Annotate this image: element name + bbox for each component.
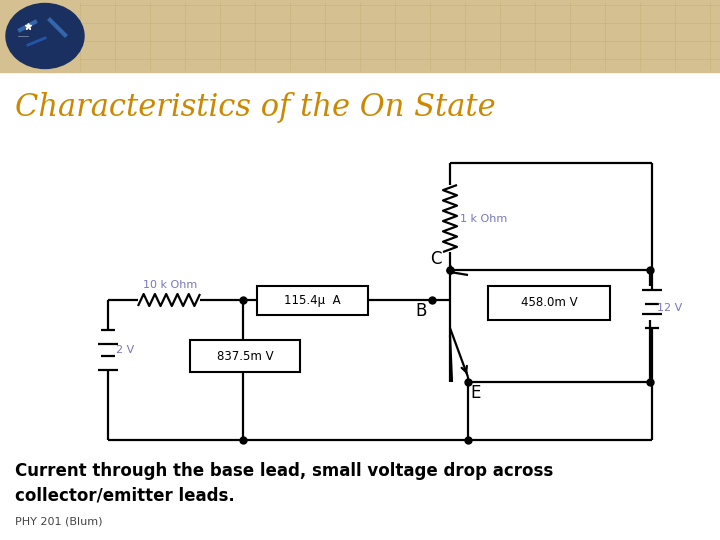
Text: PHY 201 (Blum): PHY 201 (Blum) [15, 517, 102, 527]
Text: B: B [415, 302, 427, 320]
Text: Current through the base lead, small voltage drop across
collector/emitter leads: Current through the base lead, small vol… [15, 462, 553, 505]
Text: 2 V: 2 V [116, 345, 134, 355]
Text: 1 k Ohm: 1 k Ohm [460, 213, 508, 224]
Text: 10 k Ohm: 10 k Ohm [143, 280, 197, 290]
Text: E: E [470, 384, 480, 402]
Text: 458.0m V: 458.0m V [521, 296, 577, 309]
Text: 12 V: 12 V [657, 303, 683, 313]
FancyBboxPatch shape [257, 286, 368, 315]
Text: Characteristics of the On State: Characteristics of the On State [15, 92, 495, 123]
Text: 115.4μ  A: 115.4μ A [284, 294, 341, 307]
Ellipse shape [6, 3, 84, 69]
Bar [0, 0, 720, 72]
Text: C: C [431, 250, 442, 268]
FancyBboxPatch shape [488, 286, 610, 320]
FancyBboxPatch shape [190, 340, 300, 372]
Text: 837.5m V: 837.5m V [217, 349, 274, 362]
